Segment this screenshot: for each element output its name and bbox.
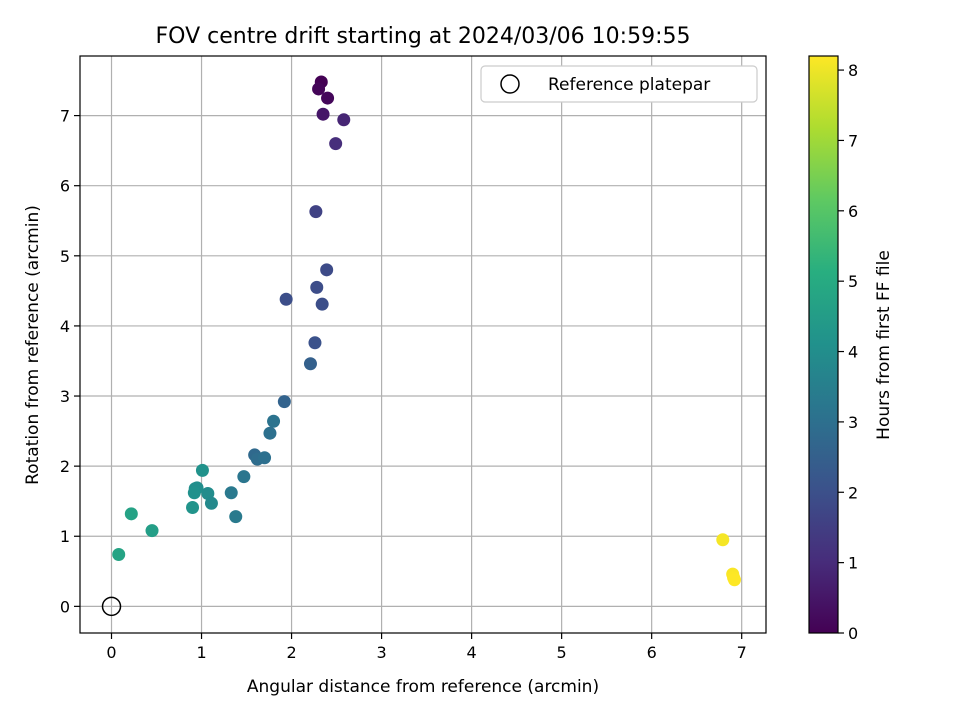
data-point: [716, 533, 730, 547]
x-axis-label: Angular distance from reference (arcmin): [247, 677, 599, 697]
grid-lines: [80, 56, 766, 633]
data-point: [229, 510, 243, 524]
colorbar-tick-label: 2: [848, 483, 858, 502]
y-tick-label: 2: [60, 457, 70, 476]
colorbar-tick-label: 3: [848, 413, 858, 432]
x-tick-label: 6: [647, 643, 657, 662]
data-point: [187, 486, 201, 500]
plot-frame: [79, 55, 767, 634]
y-axis-label: Rotation from reference (arcmin): [23, 205, 43, 485]
colorbar-tick-label: 7: [848, 131, 858, 150]
data-point: [337, 113, 351, 127]
x-tick-label: 1: [196, 643, 206, 662]
data-point: [186, 501, 200, 515]
colorbar-label: Hours from first FF file: [874, 250, 894, 440]
y-tick-label: 0: [60, 597, 70, 616]
y-tick-label: 7: [60, 107, 70, 126]
y-tick-label: 1: [60, 527, 70, 546]
data-points: [112, 75, 741, 587]
colorbar-tick-label: 5: [848, 272, 858, 291]
data-point: [263, 426, 277, 440]
data-point: [279, 292, 293, 306]
colorbar-ticks: 0 1 2 3 4 5 6 7 8: [838, 61, 858, 643]
data-point: [112, 547, 126, 561]
x-tick-label: 2: [286, 643, 296, 662]
data-point: [237, 470, 251, 484]
chart-title: FOV centre drift starting at 2024/03/06 …: [156, 24, 691, 49]
x-tick-label: 7: [737, 643, 747, 662]
y-tick-label: 4: [60, 317, 70, 336]
data-point: [258, 451, 272, 465]
data-point: [316, 107, 330, 121]
x-tick-label: 4: [467, 643, 477, 662]
y-tick-label: 3: [60, 387, 70, 406]
colorbar-tick-label: 4: [848, 343, 858, 362]
legend-entry-label: Reference platepar: [548, 75, 710, 95]
plot-area: 0 1 2 3 4 5 6 7 0 1 2 3 4 5 6 7: [60, 55, 767, 662]
colorbar: 0 1 2 3 4 5 6 7 8 Hours from first FF file: [808, 55, 894, 643]
legend-box: [480, 65, 758, 103]
data-point: [195, 463, 209, 477]
x-tick-label: 0: [106, 643, 116, 662]
legend: Reference platepar: [480, 65, 758, 103]
axis-ticks: 0 1 2 3 4 5 6 7 0 1 2 3 4 5 6 7: [60, 107, 747, 662]
colorbar-tick-label: 8: [848, 61, 858, 80]
data-point: [267, 414, 281, 428]
data-point: [303, 357, 317, 371]
colorbar-tick-label: 1: [848, 554, 858, 573]
x-tick-label: 3: [376, 643, 386, 662]
colorbar-tick-label: 0: [848, 624, 858, 643]
data-point: [321, 91, 335, 105]
data-point: [224, 486, 238, 500]
data-point: [308, 336, 322, 350]
data-point: [310, 280, 324, 294]
colorbar-tick-label: 6: [848, 202, 858, 221]
data-point: [124, 507, 138, 521]
data-point: [312, 82, 326, 96]
data-point: [320, 263, 334, 277]
data-point: [204, 496, 218, 510]
data-point: [727, 573, 741, 587]
data-point: [277, 395, 291, 409]
reference-platepar-marker: [101, 596, 122, 617]
y-tick-label: 5: [60, 247, 70, 266]
data-point: [145, 524, 159, 538]
x-tick-label: 5: [557, 643, 567, 662]
colorbar-gradient: [808, 55, 839, 634]
data-point: [309, 205, 323, 219]
y-tick-label: 6: [60, 177, 70, 196]
data-point: [201, 486, 215, 500]
legend-reference-marker-icon: [500, 74, 520, 94]
data-point: [315, 297, 329, 311]
data-point: [329, 137, 343, 151]
